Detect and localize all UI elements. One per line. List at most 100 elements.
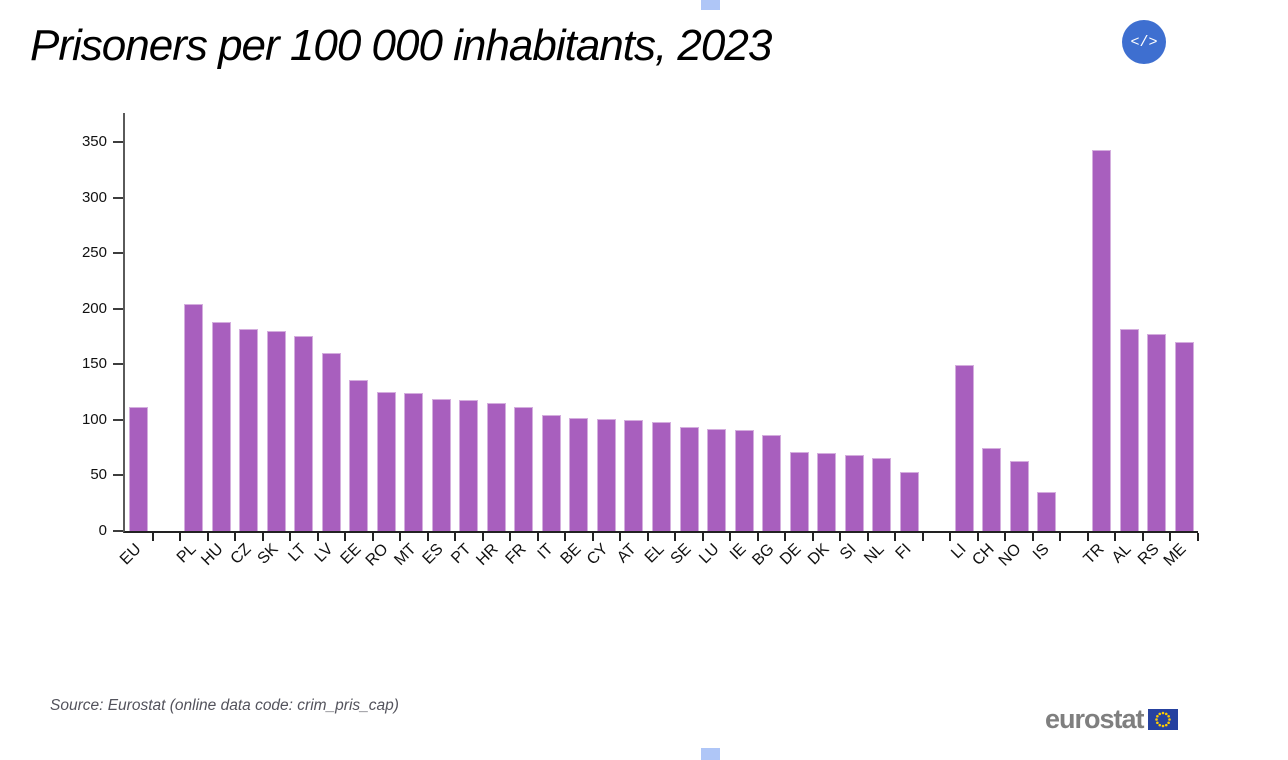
bar-HU (211, 322, 231, 531)
x-axis-tick (371, 533, 374, 541)
bottom-drag-handle[interactable] (701, 748, 720, 760)
bar-DE (789, 452, 809, 531)
bar-BG (762, 435, 782, 531)
y-axis-tick (113, 474, 123, 477)
x-axis-tick (1169, 533, 1172, 541)
y-axis-tick-label: 250 (81, 244, 107, 262)
embed-button[interactable]: </> (1122, 20, 1166, 64)
source-note: Source: Eurostat (online data code: crim… (50, 697, 399, 714)
top-drag-handle[interactable] (701, 0, 720, 10)
bar-LU (707, 428, 727, 531)
x-axis-tick (811, 533, 814, 541)
y-axis-tick-label: 300 (81, 188, 107, 206)
x-axis-tick (509, 533, 512, 541)
x-axis-tick (921, 533, 924, 541)
x-axis-tick (646, 533, 649, 541)
y-axis-tick (113, 140, 123, 143)
bar-FR (514, 406, 534, 531)
x-axis-tick (481, 533, 484, 541)
bar-PL (184, 304, 204, 531)
bar-ME (1174, 342, 1194, 531)
y-axis-tick-label: 150 (81, 355, 107, 373)
bar-RS (1147, 334, 1167, 531)
x-axis-tick (234, 533, 237, 541)
x-axis-tick (1141, 533, 1144, 541)
bar-MT (404, 393, 424, 531)
x-axis-tick (454, 533, 457, 541)
x-axis-tick (866, 533, 869, 541)
x-axis-tick (344, 533, 347, 541)
bar-HR (486, 403, 506, 531)
x-axis-tick (1031, 533, 1034, 541)
x-axis-tick (839, 533, 842, 541)
x-axis-tick (289, 533, 292, 541)
x-axis-tick (784, 533, 787, 541)
x-axis-tick (564, 533, 567, 541)
y-axis-tick-label: 50 (90, 466, 107, 484)
y-axis-tick (113, 196, 123, 199)
bar-FI (899, 472, 919, 531)
bar-SE (679, 426, 699, 531)
bar-TR (1092, 149, 1112, 531)
page-title: Prisoners per 100 000 inhabitants, 2023 (30, 21, 772, 70)
bar-IT (541, 415, 561, 531)
bar-AT (624, 419, 644, 531)
bar-CH (982, 447, 1002, 531)
bar-EL (652, 422, 671, 531)
eu-flag-icon (1147, 708, 1178, 730)
x-axis-tick (316, 533, 319, 541)
bar-EE (349, 379, 369, 531)
x-axis-tick (1004, 533, 1007, 541)
y-axis-tick-label: 350 (81, 132, 107, 150)
x-axis-tick (1086, 533, 1089, 541)
x-axis-tick (756, 533, 759, 541)
x-axis-tick (729, 533, 732, 541)
x-axis-tick (426, 533, 429, 541)
x-axis-tick (701, 533, 704, 541)
bar-LT (294, 336, 314, 531)
bar-CZ (239, 328, 259, 531)
eurostat-logo-text: eurostat (1045, 704, 1145, 734)
bar-NL (872, 457, 892, 531)
x-axis-tick (151, 533, 154, 541)
x-axis-tick (674, 533, 677, 541)
bar-RO (376, 392, 396, 531)
bar-SK (266, 330, 286, 531)
bar-EU (129, 406, 149, 531)
y-axis-tick (113, 363, 123, 366)
bar-ES (431, 398, 451, 531)
x-axis-tick (536, 533, 539, 541)
x-axis-tick (206, 533, 209, 541)
bar-NO (1009, 460, 1029, 531)
bar-chart: 0 50 100 150 200 250 300 350 EU PL HU CZ SK LT LV EE RO M… (82, 113, 1199, 570)
x-axis-tick (1197, 533, 1199, 541)
bar-PT (459, 399, 479, 531)
x-axis-tick (976, 533, 979, 541)
y-axis-tick-label: 200 (81, 299, 107, 317)
x-axis-tick (949, 533, 952, 541)
bar-IE (734, 429, 754, 531)
code-embed-icon: </> (1130, 33, 1158, 51)
x-axis-tick (1114, 533, 1117, 541)
bar-SI (844, 455, 864, 531)
y-axis-tick (113, 252, 123, 255)
y-axis-tick (113, 530, 123, 532)
x-axis-tick (179, 533, 182, 541)
bar-LI (954, 365, 974, 531)
eurostat-logo: eurostat (1045, 704, 1178, 734)
x-axis-tick (399, 533, 402, 541)
x-axis-tick (591, 533, 594, 541)
bar-IS (1037, 492, 1057, 531)
x-axis-tick (894, 533, 897, 541)
y-axis-tick-label: 100 (81, 410, 107, 428)
bar-LV (321, 353, 341, 531)
x-axis-tick (1059, 533, 1062, 541)
y-axis-tick (113, 418, 123, 421)
y-axis-tick (113, 307, 123, 310)
bar-AL (1119, 328, 1139, 531)
bar-CY (596, 418, 616, 531)
y-axis-tick-label: 0 (98, 522, 107, 539)
plot-area: 0 50 100 150 200 250 300 350 EU PL HU CZ SK LT LV EE RO M… (82, 113, 1199, 570)
bar-DK (817, 453, 837, 531)
x-axis-tick (261, 533, 264, 541)
